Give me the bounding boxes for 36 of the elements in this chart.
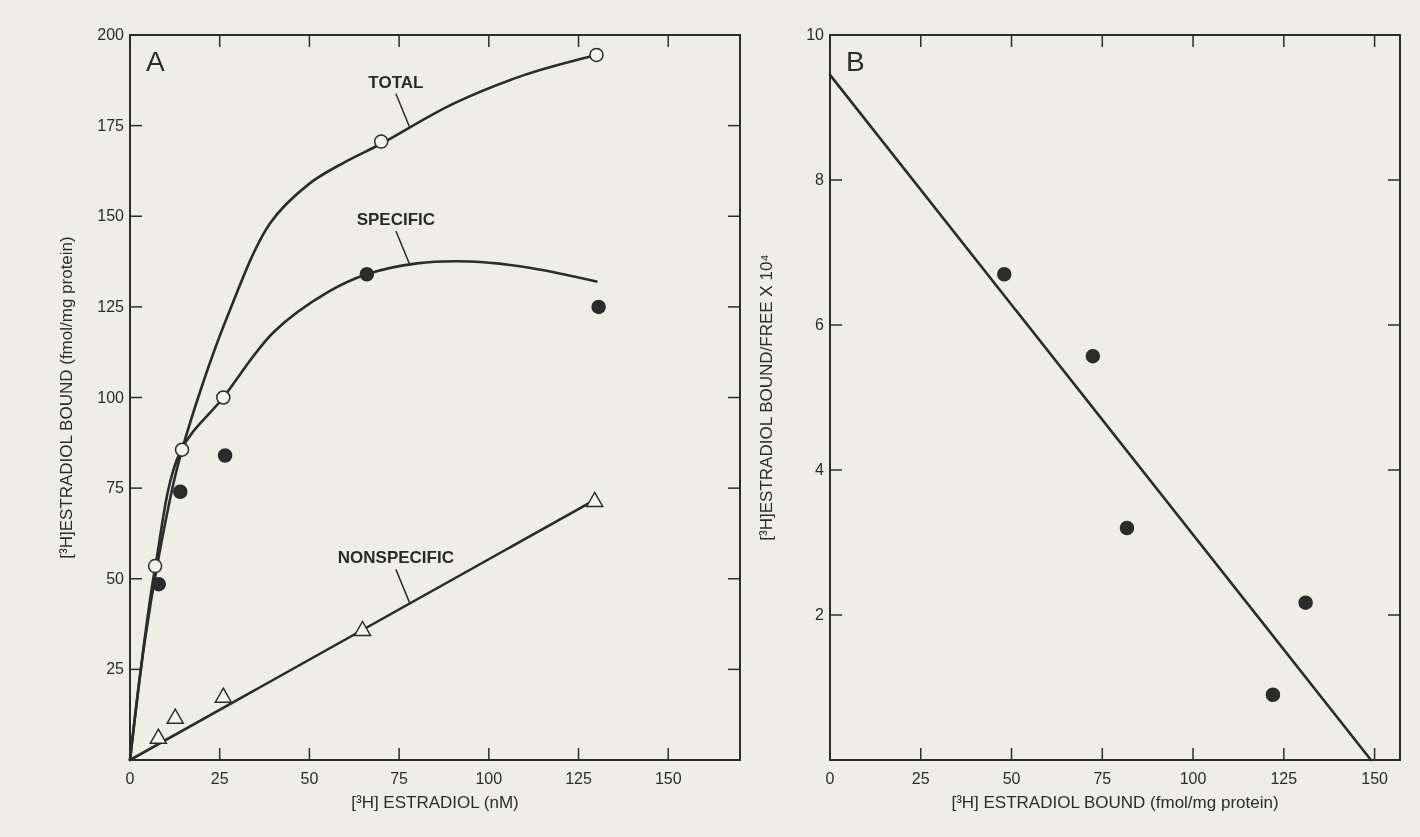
x-tick-label: 100 [475,770,503,787]
chart-title: B [846,46,865,77]
y-tick-label: 125 [97,297,125,315]
series-label: SPECIFIC [356,209,436,229]
y-tick-label: 175 [97,116,125,134]
x-tick-label: 25 [210,770,229,787]
y-tick-label: 25 [106,660,125,678]
x-tick-label: 150 [1361,770,1389,787]
series-label: NONSPECIFIC [337,548,454,568]
y-tick-label: 2 [815,606,825,623]
x-tick-label: 25 [911,770,930,787]
x-tick-label: 125 [565,770,592,787]
y-tick-label: 10 [806,26,825,43]
y-tick-label: 100 [97,388,125,406]
x-axis-title: [³H] ESTRADIOL (nM) [351,793,519,812]
x-tick-label: 125 [1270,770,1298,787]
y-axis-title: [³H]ESTRADIOL BOUND/FREE X 10⁴ [757,254,776,541]
x-tick-label: 150 [654,770,682,787]
y-tick-label: 8 [815,171,825,188]
y-tick-label: 75 [106,479,125,497]
x-tick-label: 100 [1179,770,1207,787]
y-tick-label: 50 [106,569,125,587]
y-tick-label: 4 [815,461,825,478]
y-tick-label: 150 [97,207,125,225]
y-tick-label: 200 [97,26,125,43]
x-tick-label: 50 [1002,770,1021,787]
chart-title: A [146,46,165,77]
x-tick-label: 75 [390,770,409,787]
x-tick-label: 0 [125,770,135,787]
x-axis-title: [³H] ESTRADIOL BOUND (fmol/mg protein) [951,793,1279,812]
x-tick-label: 0 [825,770,835,787]
y-axis-title: [³H]ESTRADIOL BOUND (fmol/mg protein) [57,236,76,559]
series-label: TOTAL [368,72,424,92]
x-tick-label: 75 [1093,770,1112,787]
x-tick-label: 50 [300,770,319,787]
y-tick-label: 6 [815,316,825,333]
